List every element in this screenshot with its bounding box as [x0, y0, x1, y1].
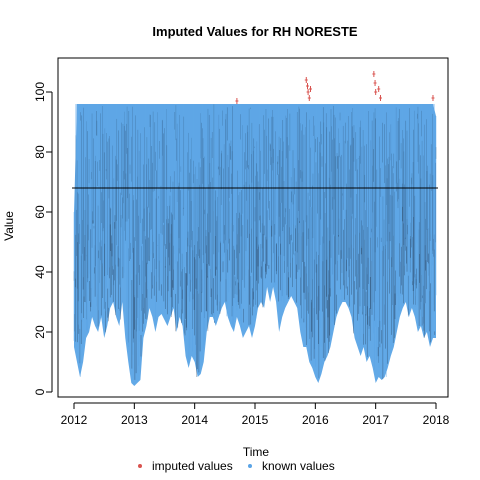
plot-area — [72, 71, 438, 386]
legend-marker — [248, 464, 252, 468]
x-tick-label: 2016 — [302, 413, 329, 427]
x-tick-label: 2015 — [242, 413, 269, 427]
y-tick-label: 100 — [33, 82, 47, 102]
x-tick-label: 2018 — [423, 413, 450, 427]
known-values-streaks — [73, 104, 437, 379]
x-tick-label: 2013 — [121, 413, 148, 427]
chart-title: Imputed Values for RH NORESTE — [152, 24, 357, 39]
legend-marker — [138, 464, 142, 468]
legend-label: imputed values — [152, 459, 233, 473]
plot-frame — [57, 57, 449, 398]
y-tick-label: 0 — [33, 388, 47, 395]
y-tick-label: 20 — [33, 325, 47, 339]
legend-label: known values — [262, 459, 335, 473]
y-tick-label: 80 — [33, 145, 47, 159]
x-tick-label: 2017 — [362, 413, 389, 427]
legend: imputed values known values — [138, 459, 335, 473]
x-tick-label: 2012 — [61, 413, 88, 427]
x-axis: 2012 2013 2014 2015 2016 2017 2018 — [61, 402, 450, 427]
y-tick-label: 40 — [33, 265, 47, 279]
x-tick-label: 2014 — [181, 413, 208, 427]
y-axis: 0 20 40 60 80 100 — [33, 82, 53, 395]
y-axis-label: Value — [2, 211, 16, 241]
x-axis-label: Time — [243, 445, 270, 459]
y-tick-label: 60 — [33, 205, 47, 219]
